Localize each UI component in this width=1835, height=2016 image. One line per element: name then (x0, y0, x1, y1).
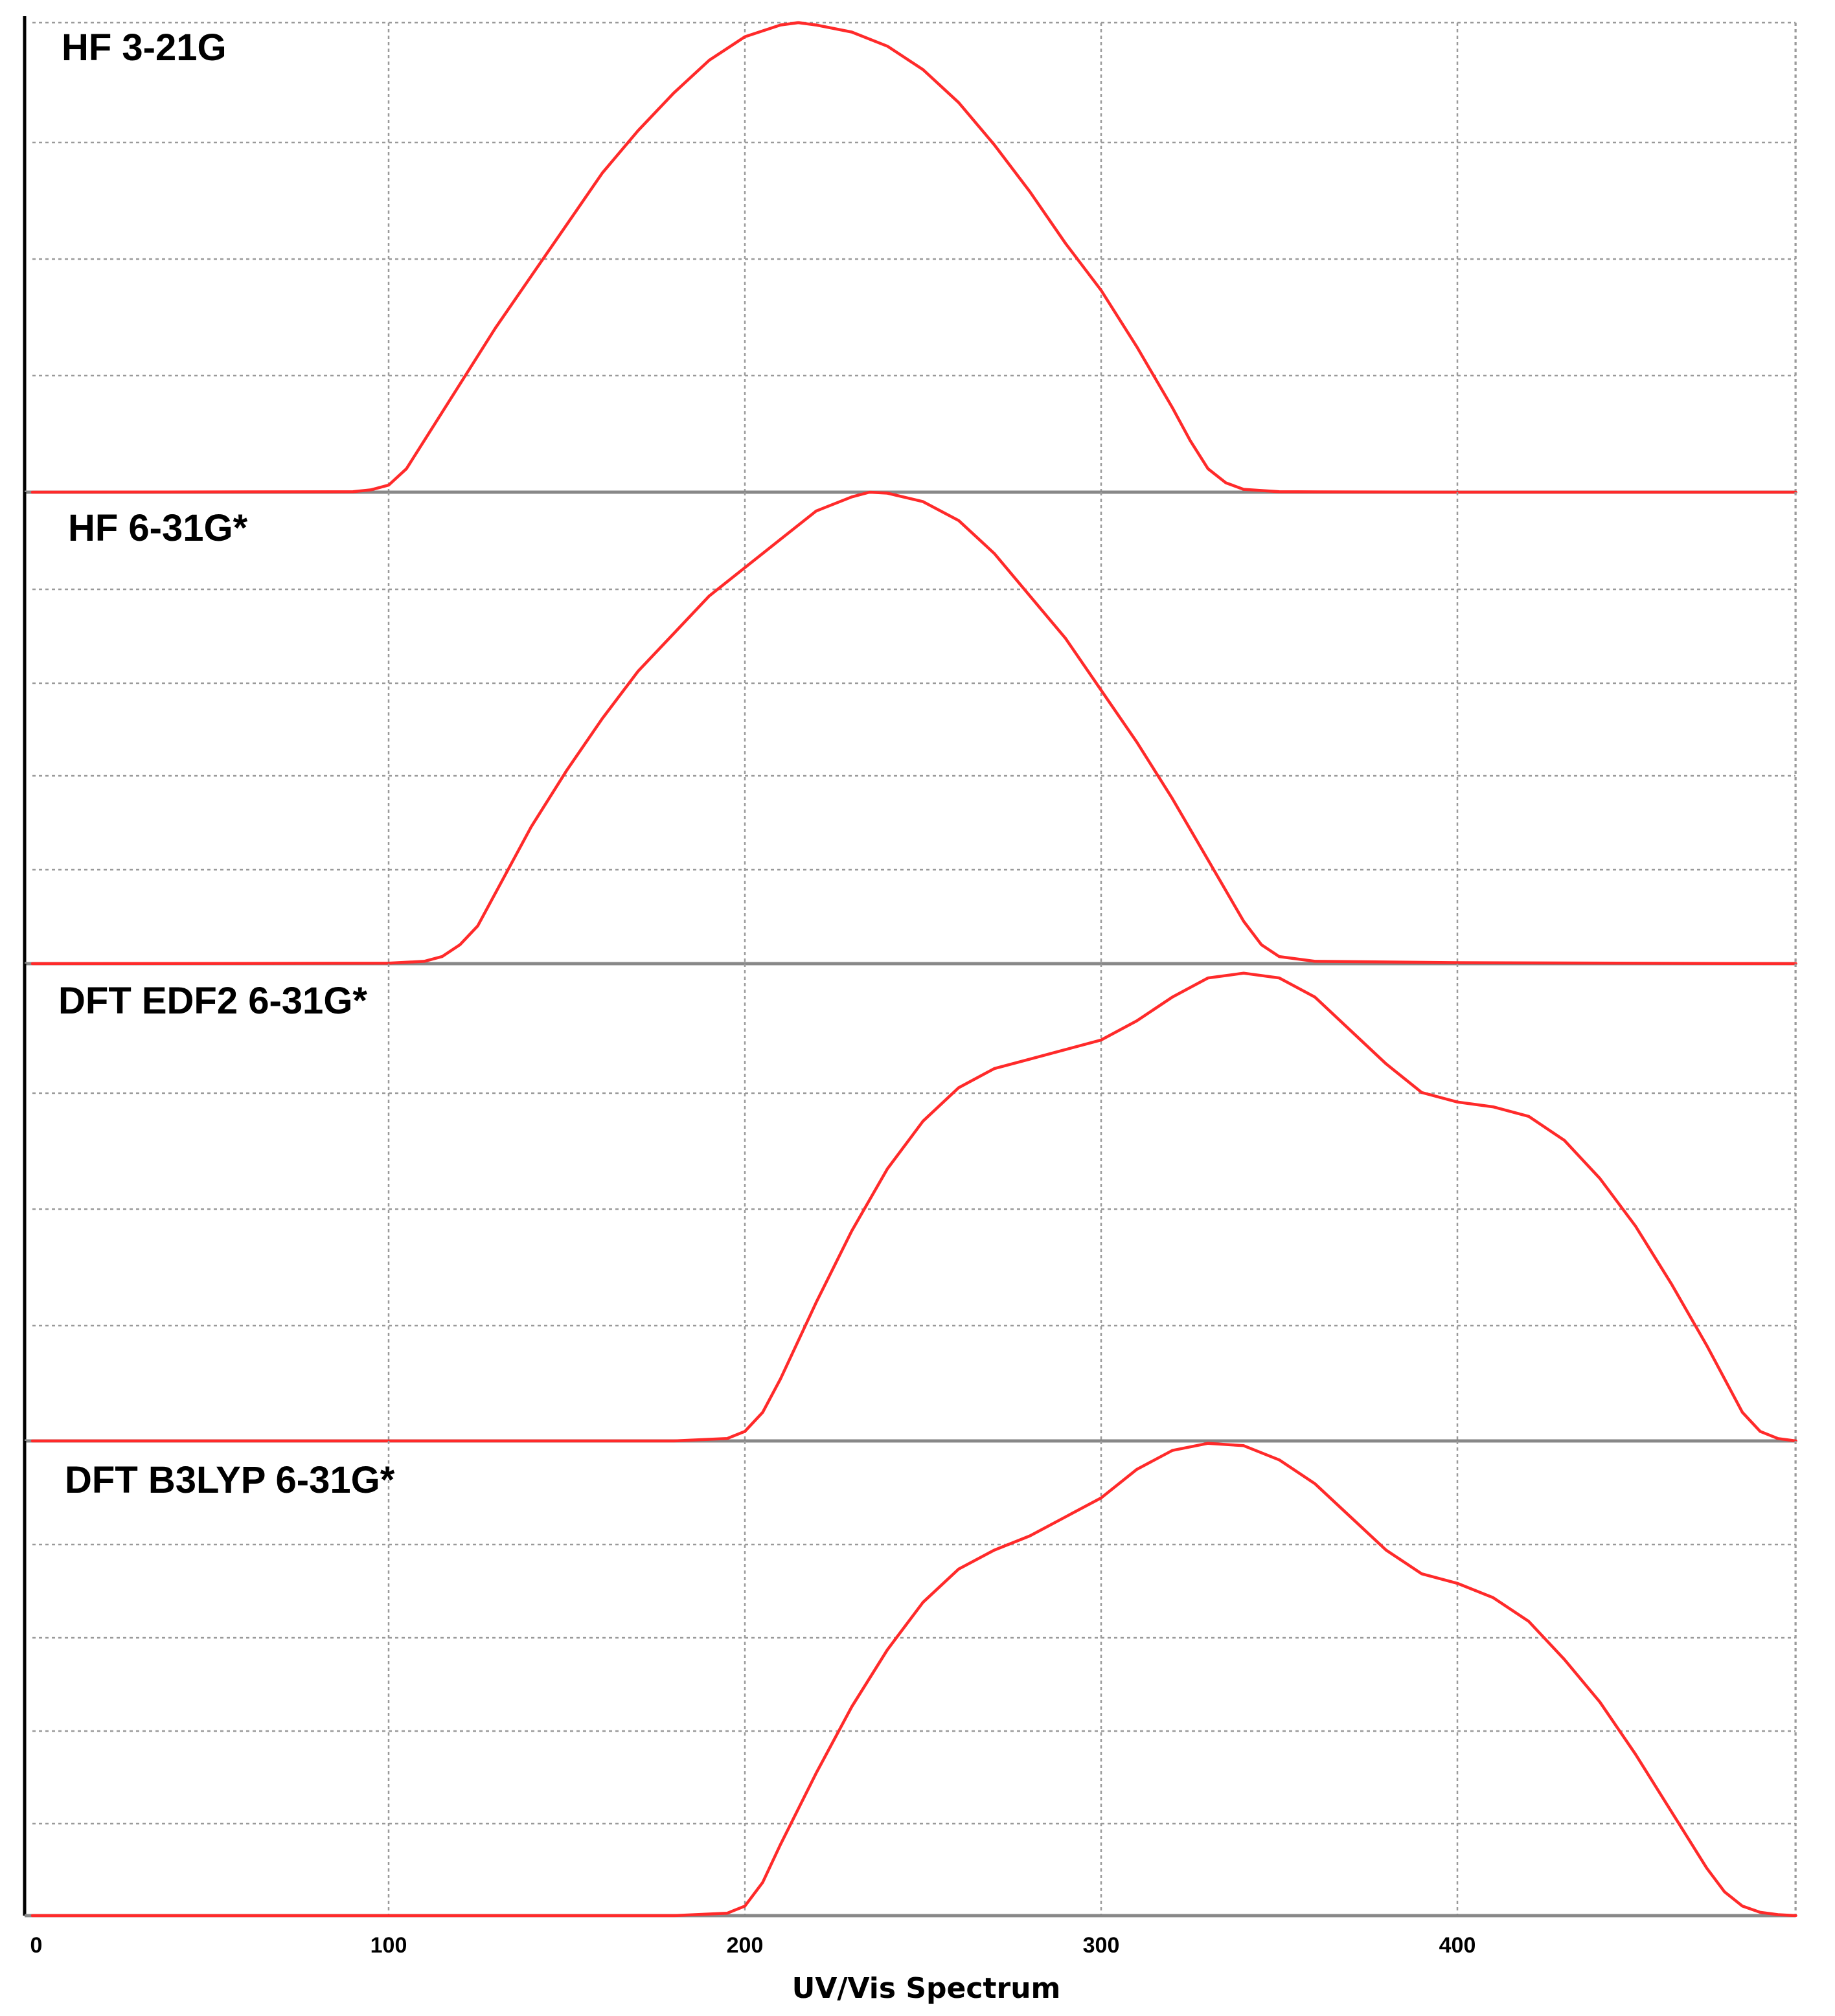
spectrum-panel-3: DFT EDF2 6-31G* (23, 964, 1797, 1443)
panel-title: DFT EDF2 6-31G* (58, 980, 367, 1022)
panel-title: HF 3-21G (62, 27, 227, 69)
x-tick-label: 0 (30, 1933, 43, 1958)
x-tick-label: 400 (1439, 1933, 1476, 1958)
panel-title: DFT B3LYP 6-31G* (65, 1459, 395, 1501)
spectrum-curve (30, 971, 1797, 1443)
panel-title: HF 6-31G* (68, 507, 248, 549)
spectrum-panel-4: DFT B3LYP 6-31G* 0 100 200 300 400 UV/Vis Spec… (23, 1441, 1797, 2005)
x-axis-title: UV/Vis Spectrum (792, 1972, 1061, 2005)
x-tick-label: 300 (1083, 1933, 1120, 1958)
spectrum-curve (30, 1442, 1797, 1918)
x-tick-label: 200 (727, 1933, 764, 1958)
spectrum-curve (30, 490, 1797, 966)
spectrum-panel-2: HF 6-31G* (23, 490, 1797, 966)
x-tick-label: 100 (370, 1933, 407, 1958)
spectrum-curve (30, 21, 1797, 494)
spectrum-panel-1: HF 3-21G (23, 16, 1797, 494)
